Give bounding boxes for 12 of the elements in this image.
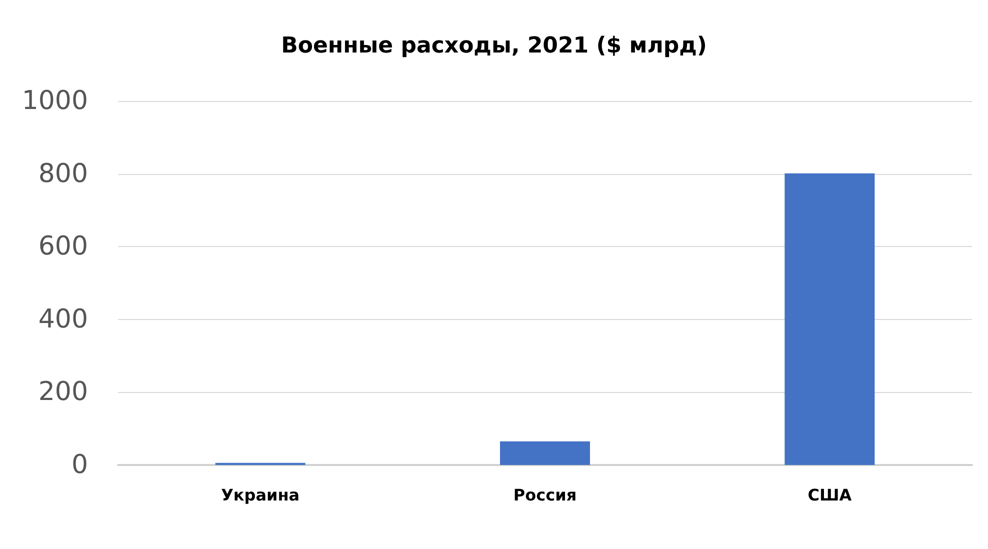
y-tick-label: 200 (38, 377, 88, 408)
y-tick-label: 0 (71, 450, 88, 480)
bar (784, 173, 875, 465)
bar (500, 441, 590, 465)
x-tick-label: Украина (221, 486, 300, 504)
x-tick-label: США (808, 486, 852, 504)
y-tick-label: 400 (38, 304, 88, 334)
y-tick-label: 1000 (22, 86, 88, 116)
chart-title: Военные расходы, 2021 ($ млрд) (281, 34, 707, 58)
x-tick-label: Россия (513, 486, 577, 504)
y-tick-label: 600 (38, 232, 88, 262)
y-tick-label: 800 (38, 158, 88, 189)
